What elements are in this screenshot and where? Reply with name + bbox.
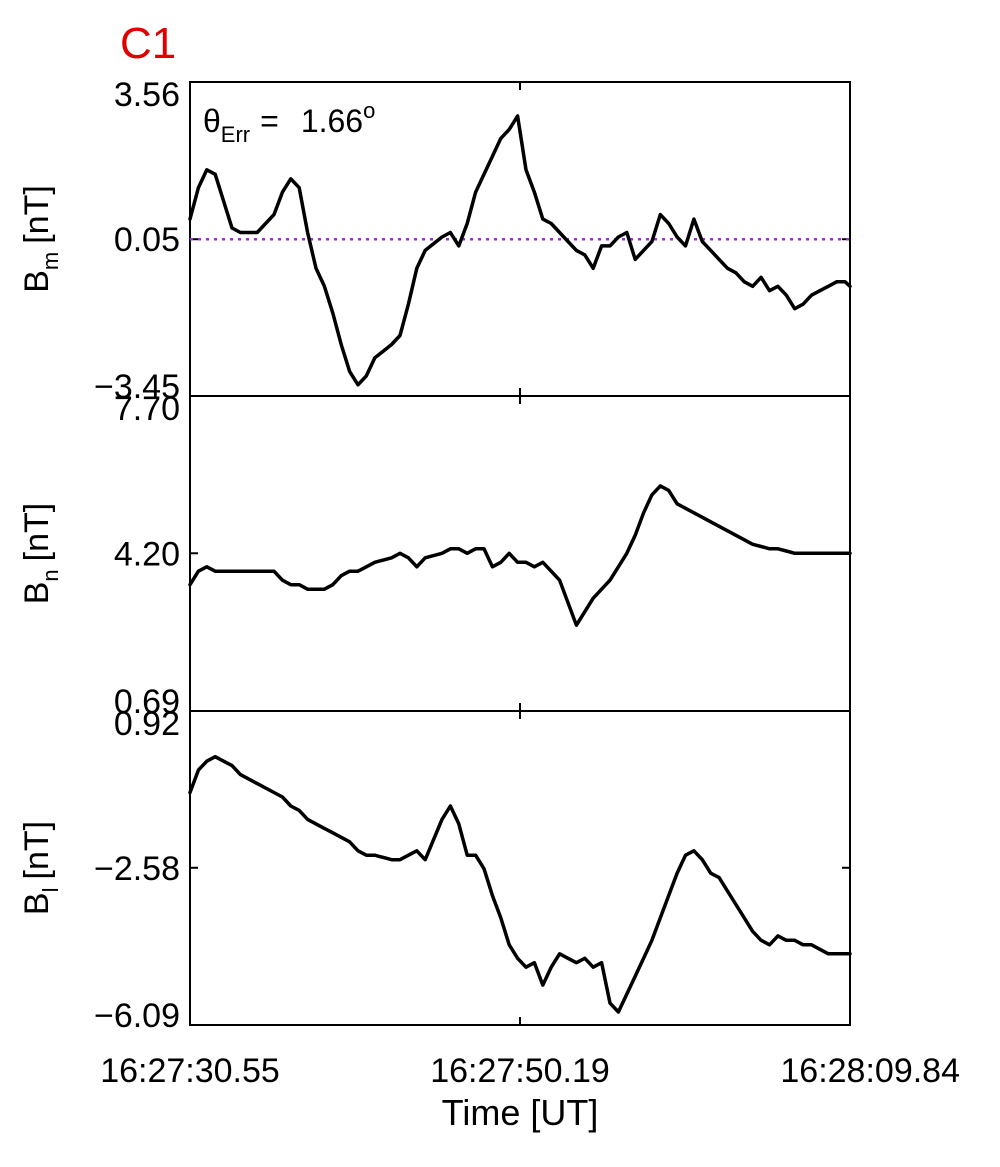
panel-frame-Bl bbox=[189, 710, 851, 1026]
y-axis-label-symbol: B bbox=[18, 270, 56, 293]
panel-Bm: 3.56 0.05 −3.45 Bm [nT] bbox=[18, 76, 852, 406]
y-axis-label-symbol: B bbox=[18, 582, 56, 605]
y-tick-label-Bm: 3.56 bbox=[114, 76, 180, 114]
x-tick-label: 16:27:50.19 bbox=[430, 1052, 610, 1090]
panel-frame-Bn bbox=[189, 395, 851, 712]
figure-label: C1 bbox=[120, 19, 176, 68]
theta-unit: o bbox=[363, 98, 375, 123]
y-axis-label-subscript: n bbox=[38, 569, 63, 581]
y-axis-label-subscript: m bbox=[38, 252, 63, 270]
y-axis-label-Bl: Bl [nT] bbox=[18, 821, 63, 915]
series-line-Bl bbox=[188, 754, 852, 1014]
x-tick-labels: 16:27:30.55 16:27:50.19 16:28:09.84 bbox=[100, 1052, 960, 1090]
series-line-Bm bbox=[188, 114, 852, 387]
y-axis-label-subscript: l bbox=[38, 888, 63, 893]
series-line-Bn bbox=[188, 484, 852, 627]
x-axis-label: Time [UT] bbox=[442, 1092, 599, 1133]
panel-Bl: 0.92 −2.58 −6.09 Bl [nT] bbox=[18, 705, 852, 1035]
x-tick-label: 16:27:30.55 bbox=[100, 1052, 280, 1090]
theta-equals: = bbox=[260, 103, 279, 139]
y-tick-label-Bl: −6.09 bbox=[94, 997, 180, 1035]
theta-symbol: θ bbox=[203, 103, 221, 139]
panel-Bn: 7.70 4.20 0.69 Bn [nT] bbox=[18, 390, 852, 721]
y-tick-label-Bn: 0.69 bbox=[114, 683, 180, 721]
y-axis-label-unit: [nT] bbox=[18, 821, 56, 880]
y-axis-label-Bm: Bm [nT] bbox=[18, 185, 63, 293]
y-axis-label-symbol: B bbox=[18, 892, 56, 915]
y-tick-label-Bn: 4.20 bbox=[114, 535, 180, 573]
theta-annotation: θErr = 1.66o bbox=[203, 98, 375, 147]
y-tick-label-Bl: 0.92 bbox=[114, 705, 180, 743]
y-axis-label-unit: [nT] bbox=[18, 503, 56, 562]
panels: 3.560.05−3.45Bm[nT]7.704.200.69Bn[nT]0.9… bbox=[18, 76, 852, 1035]
y-tick-label-Bm: −3.45 bbox=[94, 368, 180, 406]
theta-value: 1.66 bbox=[301, 103, 363, 139]
y-axis-label-Bn: Bn [nT] bbox=[18, 503, 63, 605]
y-tick-label-Bm: 0.05 bbox=[114, 221, 180, 259]
x-tick-label: 16:28:09.84 bbox=[780, 1052, 960, 1090]
theta-subscript: Err bbox=[221, 122, 250, 147]
y-tick-label-Bn: 7.70 bbox=[114, 390, 180, 428]
y-tick-label-Bl: −2.58 bbox=[94, 850, 180, 888]
y-axis-label-unit: [nT] bbox=[18, 185, 56, 244]
